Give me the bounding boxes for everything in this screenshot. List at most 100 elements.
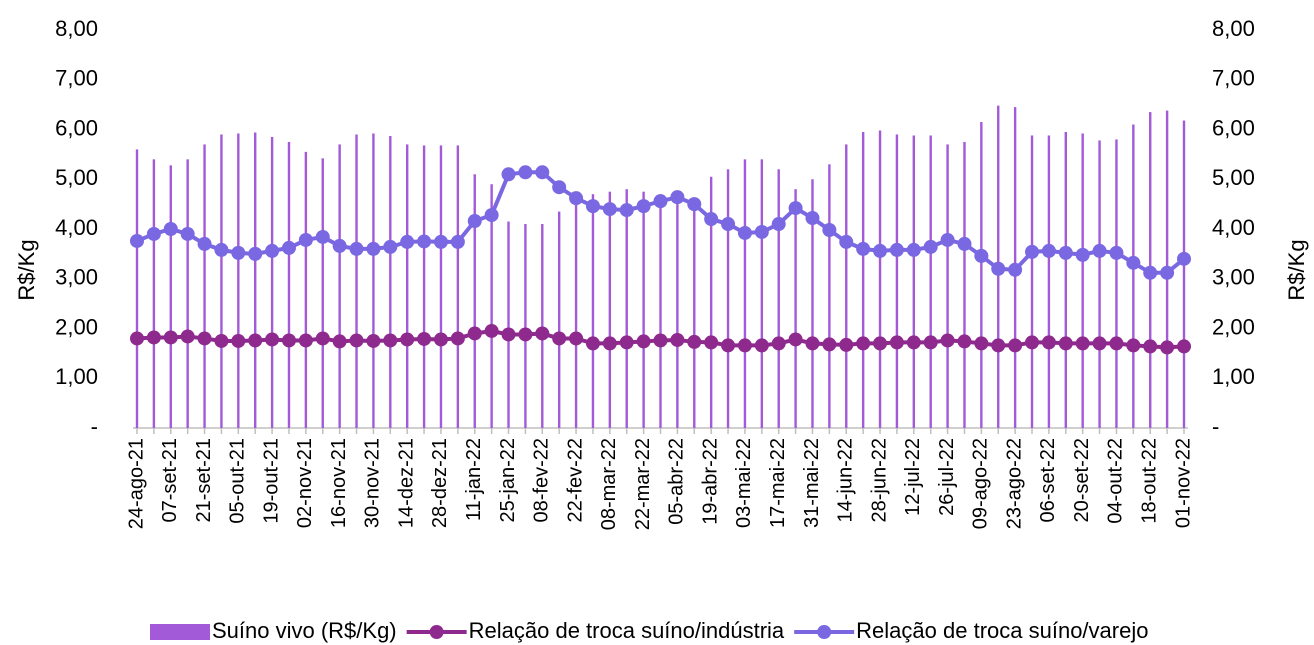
- x-tick-label: 07-set-21: [159, 438, 181, 523]
- point: [197, 236, 212, 251]
- x-tick-label: 19-out-21: [260, 438, 282, 524]
- point: [940, 333, 955, 348]
- point: [214, 333, 229, 348]
- bar: [557, 211, 561, 428]
- bar: [237, 133, 240, 429]
- bar: [794, 189, 797, 428]
- bar: [828, 164, 831, 428]
- bar: [338, 144, 341, 429]
- point: [518, 165, 533, 180]
- point: [704, 335, 719, 350]
- bar: [1098, 140, 1101, 428]
- bar: [591, 194, 595, 428]
- point: [653, 194, 668, 209]
- point: [771, 336, 786, 351]
- point: [805, 336, 820, 351]
- x-tick-label: 30-nov-21: [362, 438, 384, 528]
- y2-tick-label: 5,00: [1212, 165, 1255, 190]
- bar: [254, 132, 257, 429]
- bar: [574, 204, 578, 428]
- bar: [270, 136, 274, 428]
- point: [873, 243, 888, 258]
- y2-tick-label: 7,00: [1212, 66, 1255, 91]
- x-tick-label: 09-ago-22: [970, 438, 992, 529]
- bar: [642, 191, 645, 428]
- point: [501, 167, 516, 182]
- point: [889, 242, 904, 257]
- point: [754, 224, 769, 239]
- point: [856, 336, 871, 351]
- point: [585, 336, 600, 351]
- point: [805, 211, 820, 226]
- point: [991, 261, 1006, 276]
- point: [248, 333, 263, 348]
- point: [433, 332, 448, 347]
- bar: [186, 159, 189, 428]
- point: [484, 323, 499, 338]
- point: [788, 332, 803, 347]
- point: [737, 225, 752, 240]
- point: [281, 240, 296, 255]
- point: [231, 333, 246, 348]
- bar: [861, 131, 865, 429]
- point: [839, 234, 854, 249]
- point: [298, 333, 313, 348]
- point: [569, 331, 584, 346]
- x-tick-label: 17-mai-22: [767, 438, 789, 528]
- point: [366, 333, 381, 348]
- legend-label: Relação de troca suíno/varejo: [856, 618, 1148, 643]
- bar: [456, 145, 460, 429]
- bar: [845, 144, 848, 429]
- y2-tick-label: 3,00: [1212, 265, 1255, 290]
- point: [467, 326, 482, 341]
- y-tick-label: 6,00: [55, 115, 98, 140]
- point: [130, 233, 144, 248]
- bar: [676, 191, 679, 428]
- point: [923, 239, 938, 254]
- y-tick-label: 1,00: [55, 364, 98, 389]
- bar: [929, 135, 932, 428]
- point: [636, 334, 651, 349]
- bar: [726, 169, 730, 429]
- bar: [693, 199, 696, 428]
- point: [923, 335, 938, 350]
- point: [146, 330, 161, 345]
- bar: [608, 191, 612, 428]
- point: [991, 338, 1006, 353]
- x-tick-label: 31-mai-22: [801, 438, 823, 528]
- point: [1041, 335, 1056, 350]
- x-tick-label: 20-set-22: [1071, 438, 1093, 523]
- point: [400, 332, 415, 347]
- bar: [473, 174, 476, 428]
- point: [163, 330, 178, 345]
- point: [1058, 245, 1073, 260]
- x-tick-label: 05-abr-22: [666, 438, 688, 525]
- point: [906, 242, 921, 257]
- y2-tick-label: 6,00: [1212, 115, 1255, 140]
- legend-swatch: [150, 624, 210, 640]
- point: [298, 232, 313, 247]
- x-tick-label: 28-jun-22: [868, 438, 890, 523]
- y-tick-label: 2,00: [55, 314, 98, 339]
- point: [1008, 338, 1023, 353]
- bar: [895, 134, 899, 428]
- bar: [946, 144, 949, 429]
- point: [417, 331, 432, 346]
- bar: [811, 179, 814, 428]
- x-tick-label: 26-jul-22: [936, 438, 958, 516]
- point: [400, 234, 415, 249]
- point: [146, 226, 161, 241]
- y2-tick-label: 8,00: [1212, 16, 1255, 41]
- point: [332, 238, 347, 253]
- bar: [1064, 131, 1067, 429]
- point: [1177, 339, 1191, 354]
- point: [1025, 335, 1040, 350]
- point: [1143, 265, 1158, 280]
- point: [670, 190, 685, 205]
- x-tick-label: 14-dez-21: [395, 438, 417, 528]
- y2-tick-label: 1,00: [1212, 364, 1255, 389]
- point: [602, 336, 617, 351]
- point: [349, 241, 364, 256]
- point: [889, 335, 904, 350]
- point: [619, 335, 634, 350]
